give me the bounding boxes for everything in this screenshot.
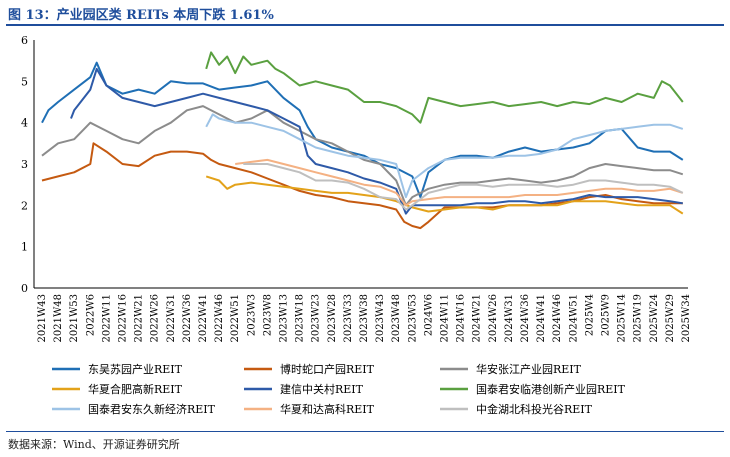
x-tick-label: 2024W36 [520, 294, 531, 342]
x-tick-label: 2021W53 [69, 294, 80, 342]
legend-label: 华安张江产业园REIT [476, 362, 582, 376]
series-line [41, 105, 684, 207]
series-line [205, 51, 684, 124]
y-tick-label: 6 [21, 34, 28, 47]
y-tick-label: 2 [21, 199, 28, 212]
x-tick-label: 2022W41 [198, 294, 209, 342]
x-tick-label: 2022W51 [230, 294, 241, 342]
x-tick-label: 2025W14 [617, 294, 628, 342]
x-tick-label: 2022W36 [182, 294, 193, 342]
x-tick-label: 2025W24 [649, 294, 660, 342]
x-tick-label: 2022W11 [101, 294, 112, 342]
x-tick-label: 2024W6 [423, 294, 434, 336]
x-tick-label: 2023W13 [279, 294, 290, 342]
series-line [205, 175, 684, 215]
x-tick-label: 2024W21 [472, 294, 483, 342]
x-tick-label: 2024W26 [488, 294, 499, 342]
x-tick-label: 2024W41 [536, 294, 547, 342]
x-tick-label: 2023W28 [327, 294, 338, 342]
x-tick-label: 2025W9 [601, 294, 612, 336]
x-tick-label: 2023W38 [359, 294, 370, 342]
series-line [205, 113, 684, 199]
legend-label: 国泰君安东久新经济REIT [88, 402, 216, 416]
x-tick-label: 2024W16 [456, 294, 467, 342]
series-line [235, 158, 684, 207]
legend-label: 建信中关村REIT [280, 382, 364, 396]
legend-label: 博时蛇口产园REIT [280, 362, 375, 376]
x-tick-label: 2024W11 [440, 294, 451, 342]
footer-rule [6, 431, 724, 432]
series-lines [41, 51, 684, 230]
x-tick-label: 2025W19 [633, 294, 644, 342]
x-tick-label: 2022W46 [214, 294, 225, 342]
y-tick-label: 4 [21, 117, 28, 130]
x-tick-label: 2022W16 [118, 294, 129, 342]
y-tick-label: 5 [21, 75, 28, 88]
y-tick-label: 3 [21, 158, 28, 171]
x-tick-label: 2023W48 [391, 294, 402, 342]
x-tick-label: 2025W29 [665, 294, 676, 342]
x-tick-label: 2025W4 [584, 294, 595, 336]
x-tick-label: 2023W43 [375, 294, 386, 342]
x-tick-label: 2023W33 [343, 294, 354, 342]
x-tick-labels: 2021W43 2021W48 2021W53 2022W6 2022W11 2022W1… [37, 294, 692, 342]
figure-title: 图 13：产业园区类 REITs 本周下跌 1.61% [8, 8, 274, 23]
x-tick-label: 2024W31 [504, 294, 515, 342]
x-tick-label: 2023W8 [262, 294, 273, 336]
title-rule [6, 24, 724, 26]
legend-label: 华夏和达高科REIT [280, 402, 375, 416]
x-tick-label: 2021W43 [37, 294, 48, 342]
y-tick-labels: 0 1 2 3 4 5 6 [21, 34, 28, 295]
series-line [70, 67, 683, 215]
x-tick-label: 2021W48 [53, 294, 64, 342]
x-tick-label: 2022W26 [150, 294, 161, 342]
x-tick-label: 2022W6 [85, 294, 96, 336]
series-line [243, 163, 684, 211]
source-note: 数据来源：Wind、开源证券研究所 [8, 438, 180, 451]
x-tick-label: 2025W34 [681, 294, 692, 342]
x-tick-label: 2024W46 [552, 294, 563, 342]
legend-label: 东吴苏园产业REIT [88, 362, 183, 376]
legend: 东吴苏园产业REIT 博时蛇口产园REIT 华安张江产业园REIT 华夏合肥高新REI… [52, 362, 626, 416]
x-tick-label: 2023W3 [246, 294, 257, 336]
legend-label: 中金湖北科投光谷REIT [476, 402, 593, 416]
x-tick-label: 2022W31 [166, 294, 177, 342]
y-tick-label: 0 [21, 282, 28, 295]
x-tick-label: 2023W18 [295, 294, 306, 342]
x-tick-label: 2022W21 [134, 294, 145, 342]
x-tick-label: 2023W53 [407, 294, 418, 342]
x-tick-label: 2024W51 [568, 294, 579, 342]
y-tick-label: 1 [21, 241, 28, 254]
legend-label: 华夏合肥高新REIT [88, 382, 183, 396]
legend-label: 国泰君安临港创新产业园REIT [476, 382, 626, 396]
x-tick-label: 2023W23 [311, 294, 322, 342]
